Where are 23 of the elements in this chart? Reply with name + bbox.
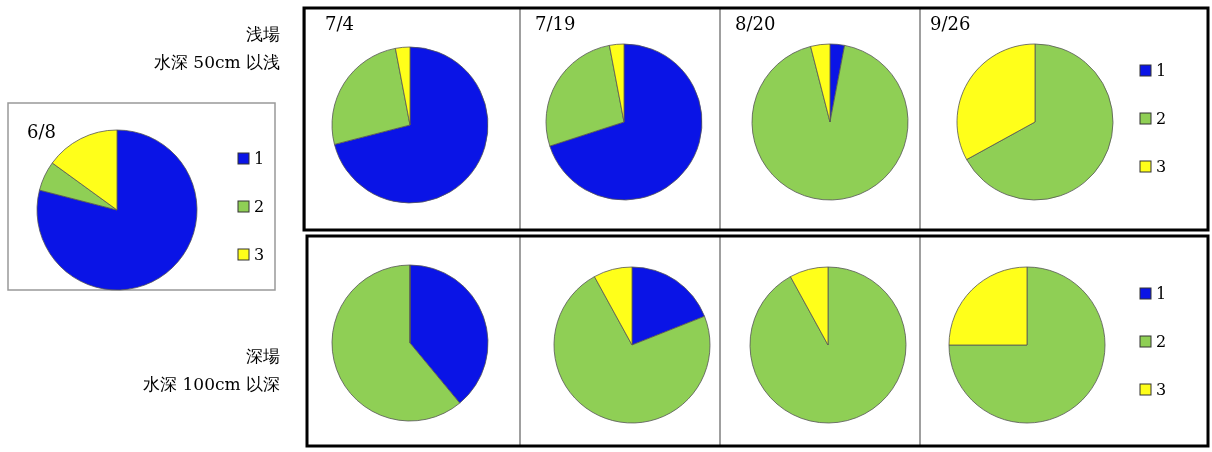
legend-label: 3 — [254, 245, 265, 264]
legend-label: 1 — [1156, 284, 1167, 303]
chart-title: 7/19 — [535, 13, 576, 34]
text: 深場 — [246, 346, 280, 366]
pie-slice — [751, 44, 909, 201]
text: 浅場 — [246, 24, 280, 44]
legend-label: 2 — [254, 197, 265, 216]
legend-label: 1 — [254, 149, 265, 168]
pie-slice — [749, 266, 907, 424]
chart-title: 8/20 — [735, 13, 776, 34]
legend-label: 3 — [1156, 157, 1167, 176]
text: 水深 100cm 以深 — [143, 374, 280, 394]
legend-label: 1 — [1156, 61, 1167, 80]
chart-title: 7/4 — [325, 13, 354, 34]
chart-title: 9/26 — [930, 13, 971, 34]
chart-title: 6/8 — [27, 121, 56, 142]
pie-slice — [948, 266, 1106, 424]
pie-slice — [334, 46, 489, 204]
text: 水深 50cm 以浅 — [153, 52, 280, 72]
legend-label: 3 — [1156, 380, 1167, 399]
legend-label: 2 — [1156, 109, 1167, 128]
legend-label: 2 — [1156, 332, 1167, 351]
pie-slice — [549, 43, 703, 201]
